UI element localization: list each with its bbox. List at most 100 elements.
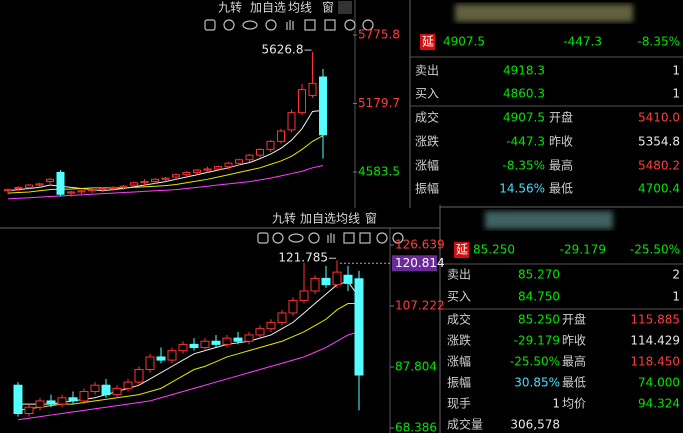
candle-body	[68, 397, 78, 402]
candle-body	[288, 299, 298, 314]
candle-body	[178, 343, 188, 352]
candle-body	[109, 186, 117, 190]
stat-value: 85.250	[518, 313, 560, 327]
toolbar-button[interactable]: 九转	[272, 211, 296, 226]
candle-body	[79, 391, 89, 402]
toolbar-button[interactable]: 加自选	[300, 212, 336, 226]
stat-value: 115.885	[630, 313, 680, 327]
candle-body	[35, 400, 45, 408]
candle-body	[14, 186, 23, 190]
candle-body	[308, 82, 317, 96]
book-label: 卖出	[415, 64, 439, 78]
last-price: 85.250	[473, 243, 515, 257]
candle-body	[156, 356, 166, 361]
stat-label: 最低	[549, 182, 573, 196]
toolbar-icons[interactable]	[204, 19, 374, 31]
stat-value: -8.35%	[503, 159, 545, 173]
stat-label: 最高	[549, 158, 573, 173]
stat-value: 1	[552, 397, 560, 411]
stat-label: 开盘	[562, 312, 586, 327]
candle-body	[235, 159, 243, 164]
book-price: 84.750	[518, 290, 560, 304]
candle-body	[57, 397, 67, 405]
candle-body	[298, 89, 306, 114]
book-label: 买入	[415, 87, 439, 101]
delay-badge: 延	[456, 243, 468, 257]
stat-value: 4907.5	[503, 111, 545, 125]
candle-body	[140, 181, 149, 184]
volume-value: 306,578	[510, 418, 560, 432]
close-button[interactable]	[338, 1, 352, 14]
book-label: 卖出	[447, 268, 471, 282]
y-tick-label: 68.386	[395, 420, 437, 433]
y-tick-label: 107.222	[395, 298, 445, 312]
candle-body	[287, 112, 296, 131]
candle-body	[266, 140, 275, 150]
candle-body	[233, 337, 243, 342]
toolbar-icons[interactable]	[257, 232, 404, 244]
book-size: 1	[672, 87, 680, 101]
candle-body	[343, 274, 353, 284]
candle-body	[310, 277, 320, 292]
candle-body	[67, 191, 75, 194]
window-background	[0, 208, 683, 433]
candle-body	[35, 183, 44, 186]
last-price: 4907.5	[443, 35, 485, 49]
price-change: -29.179	[560, 243, 606, 257]
high-annotation: 121.785	[278, 251, 328, 265]
book-size: 1	[672, 64, 680, 78]
candle-body	[222, 337, 232, 345]
candle-body	[130, 182, 138, 186]
stat-label: 均价	[562, 397, 586, 411]
stat-value: 118.450	[630, 355, 680, 369]
stat-value: -447.3	[506, 135, 545, 149]
stat-label: 振幅	[447, 375, 471, 390]
y-tick-label: 5179.7	[358, 96, 400, 110]
candle-body	[200, 340, 210, 349]
candle-body	[123, 381, 133, 389]
percent-change: -8.35%	[638, 35, 680, 49]
blurred-title	[485, 211, 613, 229]
candle-body	[112, 387, 122, 396]
candle-body	[90, 384, 100, 393]
stat-label: 涨跌	[415, 134, 439, 149]
candle-body	[46, 178, 54, 183]
stat-label: 现手	[447, 397, 471, 411]
candle-body	[244, 334, 254, 342]
toolbar-button[interactable]: 加自选	[250, 1, 286, 15]
candle-body	[211, 340, 221, 345]
book-label: 买入	[447, 290, 471, 304]
candle-body	[255, 328, 265, 336]
candle-body	[193, 169, 201, 173]
candle-body	[354, 278, 364, 376]
stat-label: 昨收	[562, 334, 586, 348]
stat-label: 最高	[562, 354, 586, 369]
candle-body	[203, 168, 212, 171]
candle-body	[182, 171, 191, 176]
toolbar-button[interactable]: 窗	[322, 1, 334, 15]
stat-label: 振幅	[415, 181, 439, 196]
toolbar-button[interactable]: 九转	[218, 0, 242, 15]
candle-body	[332, 271, 342, 286]
candle-body	[77, 190, 86, 193]
book-size: 1	[672, 290, 680, 304]
price-change: -447.3	[563, 35, 602, 49]
candle-body	[119, 185, 128, 188]
y-tick-label: 4583.5	[358, 165, 400, 179]
candle-body	[319, 76, 327, 136]
moving-average	[17, 303, 359, 411]
toolbar-button[interactable]: 均线	[336, 212, 360, 226]
volume-label: 成交量	[447, 417, 483, 432]
top-window: 九转 加自选 均线 窗 5775.8 5179.7 4583.5 5626.8 延 4907.5 -…	[4, 0, 683, 210]
toolbar-button[interactable]: 均线	[288, 1, 312, 15]
candle-body	[277, 312, 287, 323]
stat-label: 成交	[415, 110, 439, 125]
blurred-title	[455, 4, 633, 22]
toolbar-button[interactable]: 窗	[365, 212, 377, 226]
stat-value: 74.000	[638, 376, 680, 390]
price-marker-box	[392, 255, 437, 272]
candle-body	[224, 162, 233, 168]
stat-value: 114.429	[630, 334, 680, 348]
